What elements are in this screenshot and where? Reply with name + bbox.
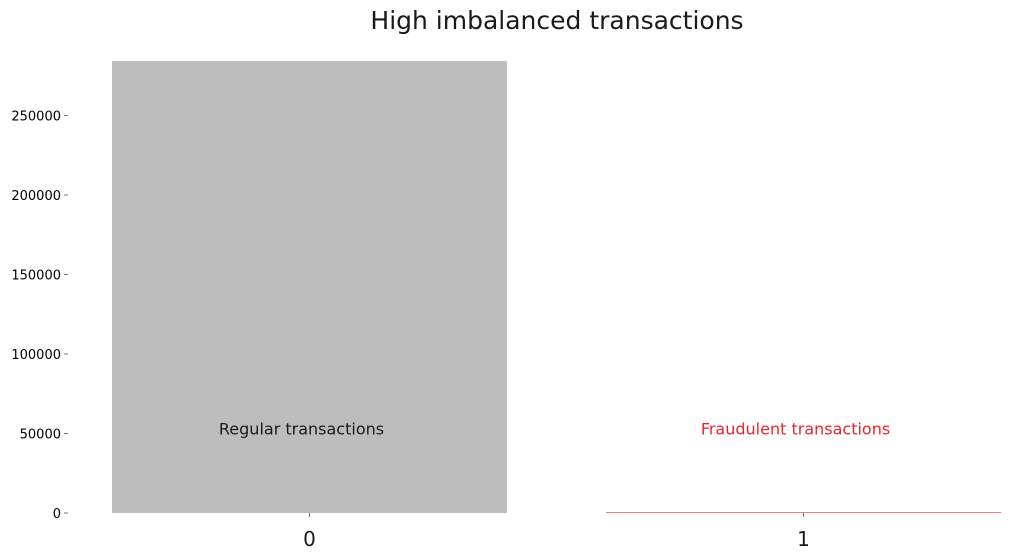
bar-0 — [112, 61, 507, 513]
bar-1 — [606, 512, 1001, 513]
chart-title: High imbalanced transactions — [370, 6, 743, 35]
y-tick-label-0: 0 — [53, 507, 61, 522]
y-axis: 0 50000 100000 150000 200000 250000 — [11, 110, 68, 522]
y-tick-label-50000: 50000 — [20, 428, 61, 443]
y-tick-label-250000: 250000 — [11, 110, 61, 125]
annotation-0: Regular transactions — [219, 420, 384, 439]
y-tick-label-100000: 100000 — [11, 348, 61, 363]
y-tick-label-200000: 200000 — [11, 189, 61, 204]
bars-layer — [112, 61, 1001, 513]
annotations-layer: Regular transactions Fraudulent transacti… — [219, 420, 890, 439]
y-tick-label-150000: 150000 — [11, 269, 61, 284]
annotation-1: Fraudulent transactions — [701, 420, 890, 439]
x-tick-label-0: 0 — [303, 527, 316, 551]
x-tick-label-1: 1 — [797, 527, 810, 551]
